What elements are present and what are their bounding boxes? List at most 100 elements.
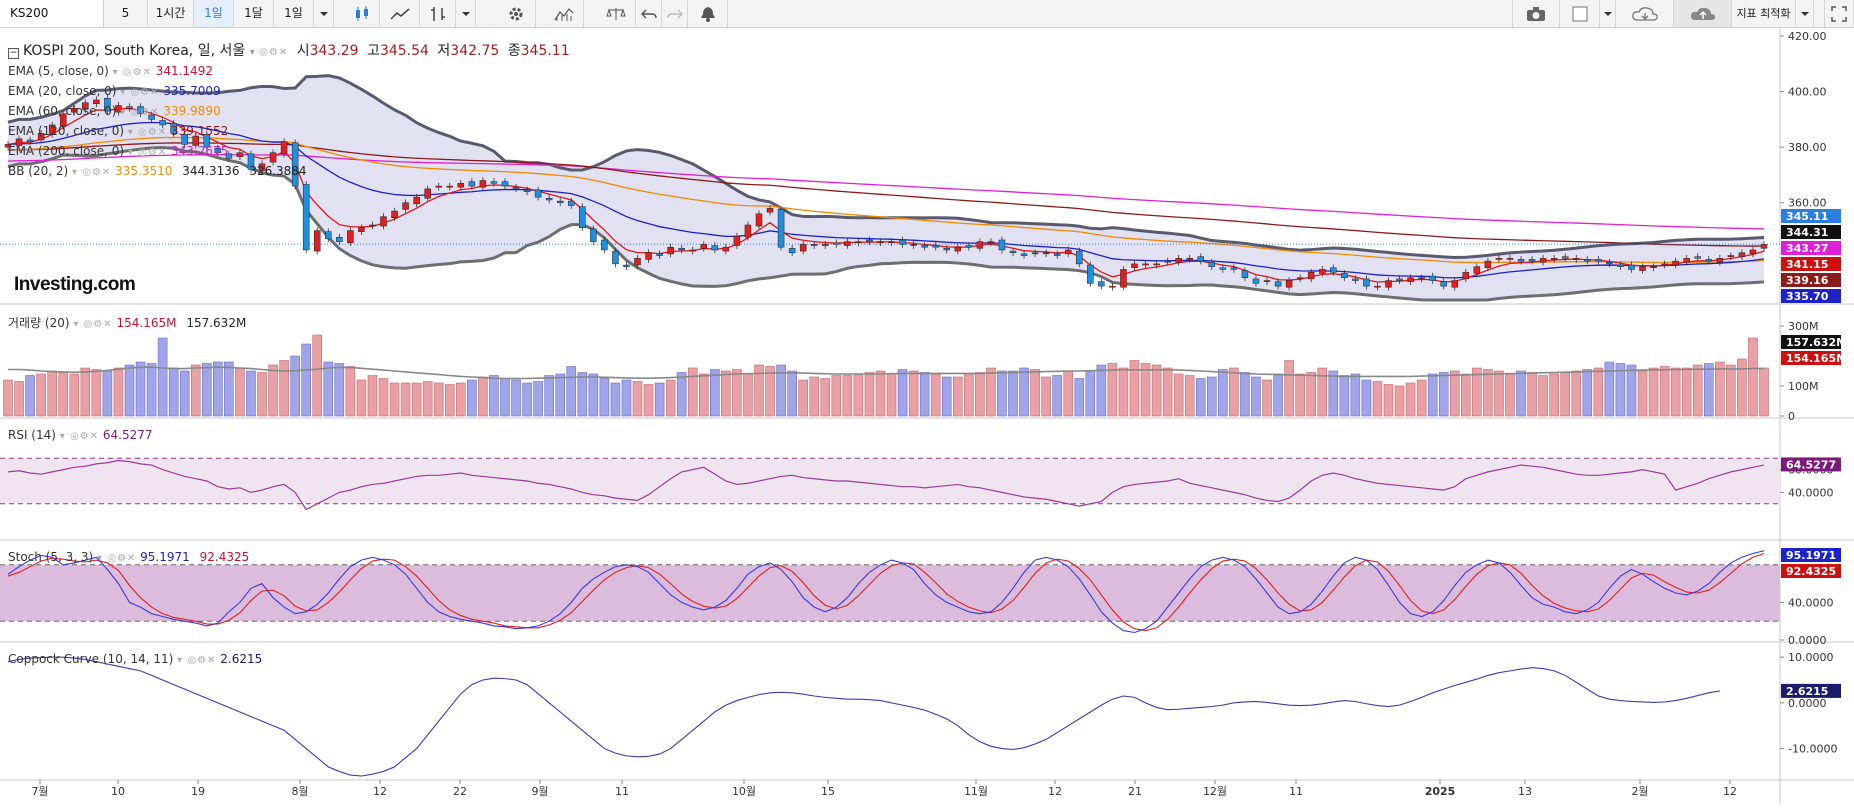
fullscreen-button[interactable] (1824, 0, 1854, 27)
indicator-optimize-button[interactable]: 지표 최적화 (1732, 0, 1796, 27)
alert-button[interactable] (688, 0, 728, 27)
candle-body (833, 242, 840, 245)
volume-bar (1472, 367, 1482, 417)
volume-bar (1129, 360, 1140, 417)
volume-bar (1218, 369, 1228, 417)
chevron-down-icon (319, 11, 328, 16)
open-value: 343.29 (309, 43, 359, 59)
redo-button[interactable] (662, 0, 688, 27)
candle-body (766, 208, 774, 213)
volume-bar (69, 373, 80, 417)
stoch-controls[interactable]: ▾ ◎⚙✕ (97, 553, 137, 564)
volume-bar (621, 379, 632, 417)
candle-body (556, 200, 564, 203)
volume-controls[interactable]: ▾ ◎⚙✕ (73, 319, 113, 330)
title-controls[interactable]: ◎⚙✕ (259, 47, 289, 58)
volume-bar (1383, 384, 1394, 417)
volume-bar (224, 361, 234, 417)
volume-badge: 154.165M (1781, 351, 1847, 365)
screenshot-button[interactable] (1512, 0, 1560, 27)
rsi-controls[interactable]: ▾ ◎⚙✕ (59, 431, 100, 442)
time-label: 7월 (31, 785, 48, 798)
bb-controls[interactable]: ▾ ◎⚙✕ (72, 167, 112, 178)
legend-rsi[interactable]: RSI (14) ▾ ◎⚙✕ 64.5277 (8, 428, 153, 442)
volume-bar (1527, 372, 1537, 417)
interval-1h-button[interactable]: 1시간 (148, 0, 194, 27)
ohlc-chevron-icon[interactable]: ▾ (249, 47, 255, 58)
ema5-controls[interactable]: ▾ ◎⚙✕ (112, 67, 152, 78)
ema120-controls[interactable]: ▾ ◎⚙✕ (127, 127, 168, 138)
interval-1d-button[interactable]: 1일 (194, 0, 234, 27)
volume-bar (257, 372, 267, 417)
settings-button[interactable] (496, 0, 536, 27)
volume-tick-label: 300M (1788, 320, 1819, 333)
interval-1d-b-button[interactable]: 1일 (274, 0, 314, 27)
candle-type-button[interactable] (344, 0, 380, 27)
volume-bar (533, 381, 543, 417)
collapse-icon[interactable]: − (8, 48, 19, 59)
volume-bar (555, 373, 566, 417)
candle-body (402, 202, 409, 210)
candle-body (932, 245, 939, 248)
bb-upper-value: 344.3136 (182, 164, 240, 178)
legend-ema200[interactable]: EMA (200, close, 0) ▾ ◎⚙✕ 343.2675 (8, 144, 228, 158)
volume-bar (36, 373, 46, 417)
coppock-line (7, 656, 1720, 777)
volume-bar (1505, 373, 1515, 417)
legend-ema5[interactable]: EMA (5, close, 0) ▾ ◎⚙✕ 341.1492 (8, 64, 213, 78)
legend-ema20[interactable]: EMA (20, close, 0) ▾ ◎⚙✕ 335.7009 (8, 84, 221, 98)
legend-bb[interactable]: BB (20, 2) ▾ ◎⚙✕ 335.3510 344.3136 326.3… (8, 164, 307, 178)
cloud-load-button[interactable] (1616, 0, 1674, 27)
undo-button[interactable] (636, 0, 662, 27)
time-label: 21 (1128, 785, 1142, 798)
candle-body (534, 189, 542, 198)
stoch-k-value: 95.1971 (140, 550, 190, 564)
chart-canvas[interactable]: 420.00400.00380.00360.00300M100M060.0000… (0, 28, 1854, 804)
coppock-controls[interactable]: ▾ ◎⚙✕ (177, 655, 217, 666)
symbol-input[interactable]: KS200 (0, 0, 104, 27)
optimize-dropdown[interactable] (1796, 0, 1814, 27)
candle-body (468, 181, 476, 187)
candle-body (93, 99, 100, 105)
legend-volume[interactable]: 거래량 (20) ▾ ◎⚙✕ 154.165M 157.632M (8, 314, 246, 331)
bar-type-button[interactable] (420, 0, 456, 27)
cloud-save-button[interactable] (1674, 0, 1732, 27)
legend-ema60[interactable]: EMA (60, close, 0) ▾ ◎⚙✕ 339.9890 (8, 104, 221, 118)
template-button[interactable] (1560, 0, 1600, 27)
stoch-k-line (7, 550, 1765, 634)
volume-bar (389, 382, 400, 417)
indicators-button[interactable] (544, 0, 584, 27)
candle-body (313, 230, 321, 252)
candle-body (1385, 280, 1392, 288)
volume-bar (654, 382, 665, 417)
ema60-controls[interactable]: ▾ ◎⚙✕ (120, 107, 160, 118)
candle-body (1252, 278, 1260, 284)
badge-text: 95.1971 (1786, 549, 1836, 562)
interval-1mo-button[interactable]: 1달 (234, 0, 274, 27)
ema200-controls[interactable]: ▾ ◎⚙✕ (127, 147, 168, 158)
price-badge: 339.16 (1781, 273, 1841, 287)
line-type-button[interactable] (380, 0, 420, 27)
open-label: 시 (296, 43, 310, 59)
candle-body (1595, 259, 1602, 262)
volume-bar (113, 367, 124, 417)
candle-body (910, 244, 917, 246)
candle-body (1517, 259, 1525, 262)
candle-body (104, 97, 111, 112)
legend-ema120[interactable]: EMA (120, close, 0) ▾ ◎⚙✕ 339.1552 (8, 124, 228, 138)
legend-coppock[interactable]: Coppock Curve (10, 14, 11) ▾ ◎⚙✕ 2.6215 (8, 652, 262, 666)
volume-bar (1151, 364, 1162, 417)
chart-area[interactable]: 420.00400.00380.00360.00300M100M060.0000… (0, 28, 1854, 804)
coppock-tick-label: 10.0000 (1788, 651, 1834, 664)
volume-bar (1483, 369, 1493, 417)
volume-bar (1692, 364, 1703, 417)
volume-bar (1074, 378, 1085, 417)
volume-bar (1405, 382, 1416, 417)
interval-5-button[interactable]: 5 (104, 0, 148, 27)
ema20-controls[interactable]: ▾ ◎⚙✕ (120, 87, 160, 98)
compare-button[interactable] (596, 0, 636, 27)
legend-stoch[interactable]: Stoch (5, 3, 3) ▾ ◎⚙✕ 95.1971 92.4325 (8, 550, 249, 564)
interval-dropdown[interactable] (314, 0, 334, 27)
template-dropdown[interactable] (1600, 0, 1616, 27)
chart-type-dropdown[interactable] (456, 0, 476, 27)
